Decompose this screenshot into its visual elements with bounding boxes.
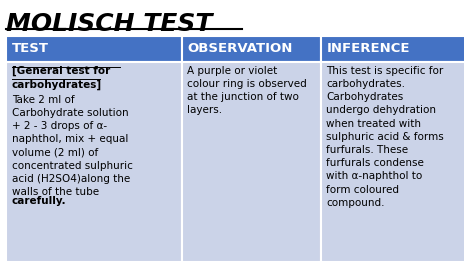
Text: INFERENCE: INFERENCE [327,42,410,55]
FancyBboxPatch shape [6,36,182,62]
FancyBboxPatch shape [321,36,469,62]
FancyBboxPatch shape [6,62,182,262]
Text: TEST: TEST [11,42,48,55]
Text: MOLISCH TEST: MOLISCH TEST [6,12,212,36]
Text: This test is specific for
carbohydrates.
Carbohydrates
undergo dehydration
when : This test is specific for carbohydrates.… [327,66,444,208]
FancyBboxPatch shape [321,62,469,262]
FancyBboxPatch shape [182,36,321,62]
Text: OBSERVATION: OBSERVATION [188,42,293,55]
Text: A purple or violet
colour ring is observed
at the junction of two
layers.: A purple or violet colour ring is observ… [188,66,307,115]
FancyBboxPatch shape [182,62,321,262]
Text: Take 2 ml of
Carbohydrate solution
+ 2 - 3 drops of α-
naphthol, mix + equal
vol: Take 2 ml of Carbohydrate solution + 2 -… [11,95,132,197]
Text: carefully.: carefully. [11,196,66,206]
Text: [General test for
carbohydrates]: [General test for carbohydrates] [11,66,110,90]
